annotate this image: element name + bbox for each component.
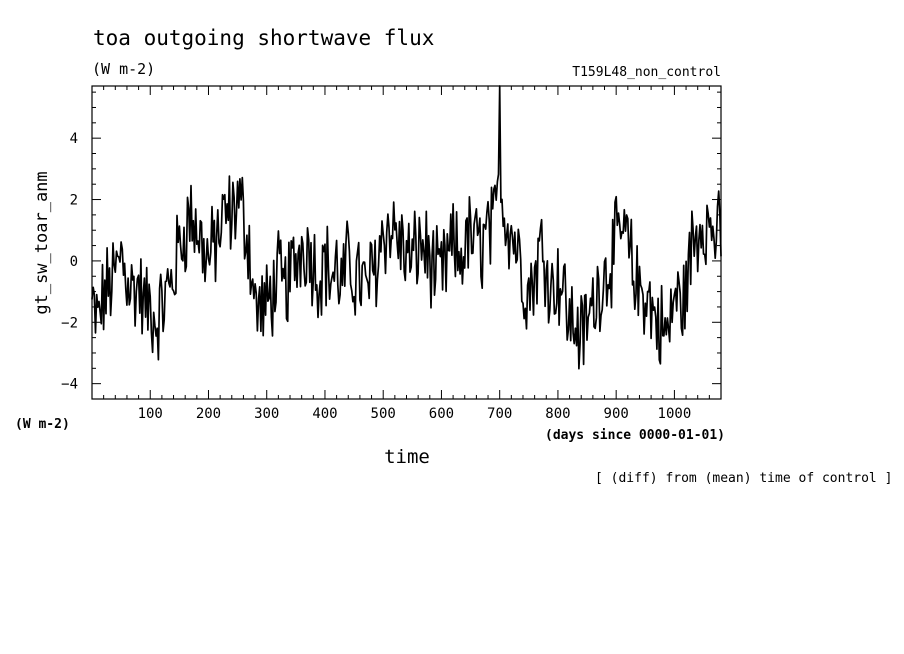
x-tick-label: 200 <box>196 406 221 422</box>
x-tick-label: 300 <box>254 406 279 422</box>
y-tick-label: −4 <box>61 377 78 393</box>
y-units-label: (W m-2) <box>15 417 70 432</box>
y-tick-label: −2 <box>61 315 78 331</box>
y-tick-label: 2 <box>70 193 78 209</box>
y-tick-label: 0 <box>70 254 78 270</box>
x-tick-label: 900 <box>604 406 629 422</box>
y-axis-label: gt_sw_toar_anm <box>32 171 52 314</box>
chart-subtitle: (W m-2) <box>92 60 155 78</box>
x-tick-label: 500 <box>371 406 396 422</box>
x-axis-label: time <box>384 446 430 468</box>
x-tick-label: 1000 <box>658 406 692 422</box>
chart-note: [ (diff) from (mean) time of control ] <box>595 471 892 486</box>
run-label: T159L48_non_control <box>572 65 721 80</box>
x-tick-label: 100 <box>138 406 163 422</box>
y-tick-label: 4 <box>70 131 78 147</box>
chart-title: toa outgoing shortwave flux <box>93 26 434 50</box>
x-units-label: (days since 0000-01-01) <box>545 428 725 443</box>
x-tick-label: 700 <box>487 406 512 422</box>
x-tick-label: 400 <box>312 406 337 422</box>
tick-labels: 100 200 300 400 500 600 700 800 900 1000 −4 −2 0 2 4 <box>61 131 691 422</box>
series-line <box>91 85 722 370</box>
x-tick-label: 600 <box>429 406 454 422</box>
axis-ticks <box>92 86 721 399</box>
x-tick-label: 800 <box>545 406 570 422</box>
